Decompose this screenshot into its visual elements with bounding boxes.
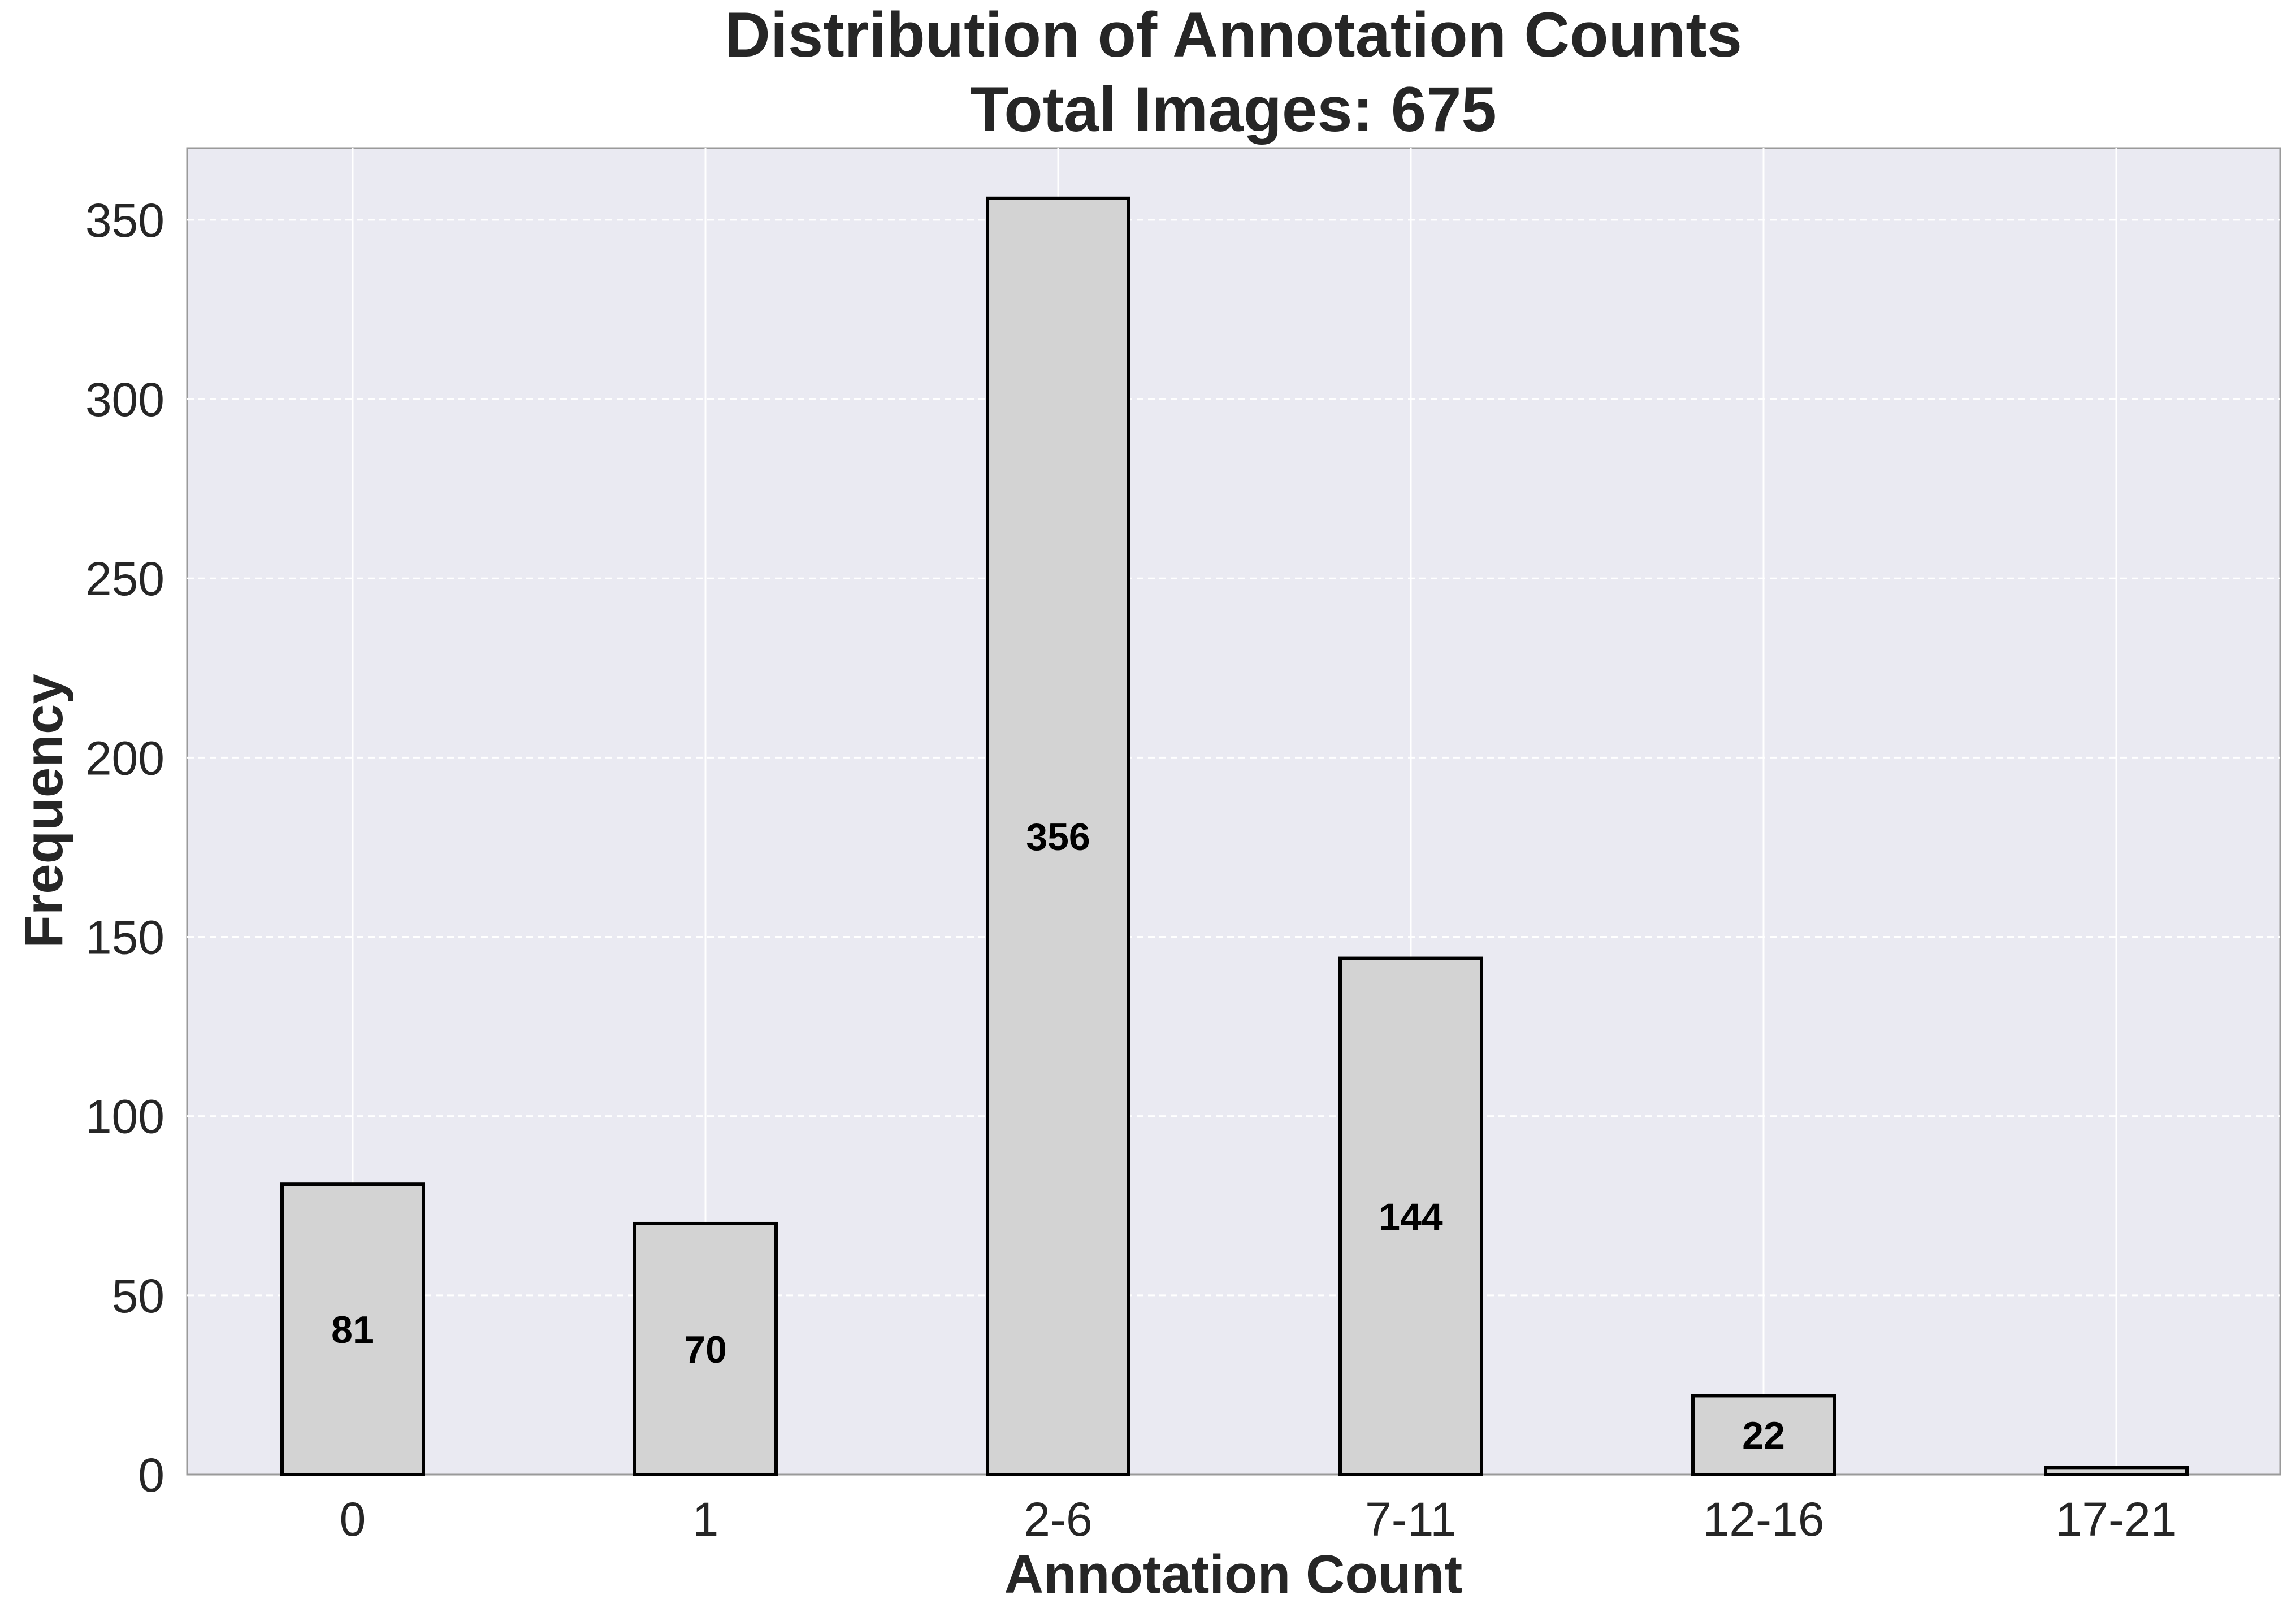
y-tick-label: 200 (85, 731, 164, 785)
y-axis-label: Frequency (14, 674, 74, 948)
x-tick-label: 0 (340, 1493, 366, 1546)
y-tick-label: 300 (85, 373, 164, 426)
x-tick-label: 17-21 (2056, 1493, 2177, 1546)
x-tick-label: 7-11 (1365, 1493, 1457, 1546)
y-tick-label: 150 (85, 911, 164, 964)
bar-17-21 (2044, 1466, 2189, 1476)
y-tick-label: 50 (112, 1269, 164, 1323)
x-tick-label: 1 (692, 1493, 719, 1546)
y-tick-label: 350 (85, 194, 164, 247)
y-tick-label: 100 (85, 1090, 164, 1143)
x-axis-label: Annotation Count (1004, 1544, 1462, 1605)
bar-0 (280, 1182, 425, 1476)
tick-labels: 0 50 100 150 200 250 300 350 0 1 2-6 7-11 12-16 17-21 (85, 194, 2177, 1546)
chart-title: Distribution of Annotation Counts (725, 0, 1742, 70)
bar-value-label: 70 (684, 1328, 727, 1371)
x-tick-label: 12-16 (1703, 1493, 1825, 1546)
bar-12-16 (1691, 1394, 1836, 1477)
bar-7-11 (1338, 956, 1483, 1476)
x-tick-label: 2-6 (1024, 1493, 1092, 1546)
bar-value-label: 144 (1379, 1195, 1443, 1238)
bar-value-label: 356 (1026, 816, 1090, 859)
plot-area (186, 147, 2281, 1476)
y-tick-label: 0 (138, 1449, 164, 1502)
y-tick-label: 250 (85, 552, 164, 605)
bar-2-6 (986, 196, 1130, 1476)
bar-1 (633, 1221, 778, 1476)
bar-value-label: 81 (331, 1308, 374, 1351)
bars: 81 70 356 144 22 (280, 196, 2189, 1477)
chart-subtitle: Total Images: 675 (970, 74, 1497, 145)
bar-value-label: 22 (1742, 1414, 1785, 1457)
